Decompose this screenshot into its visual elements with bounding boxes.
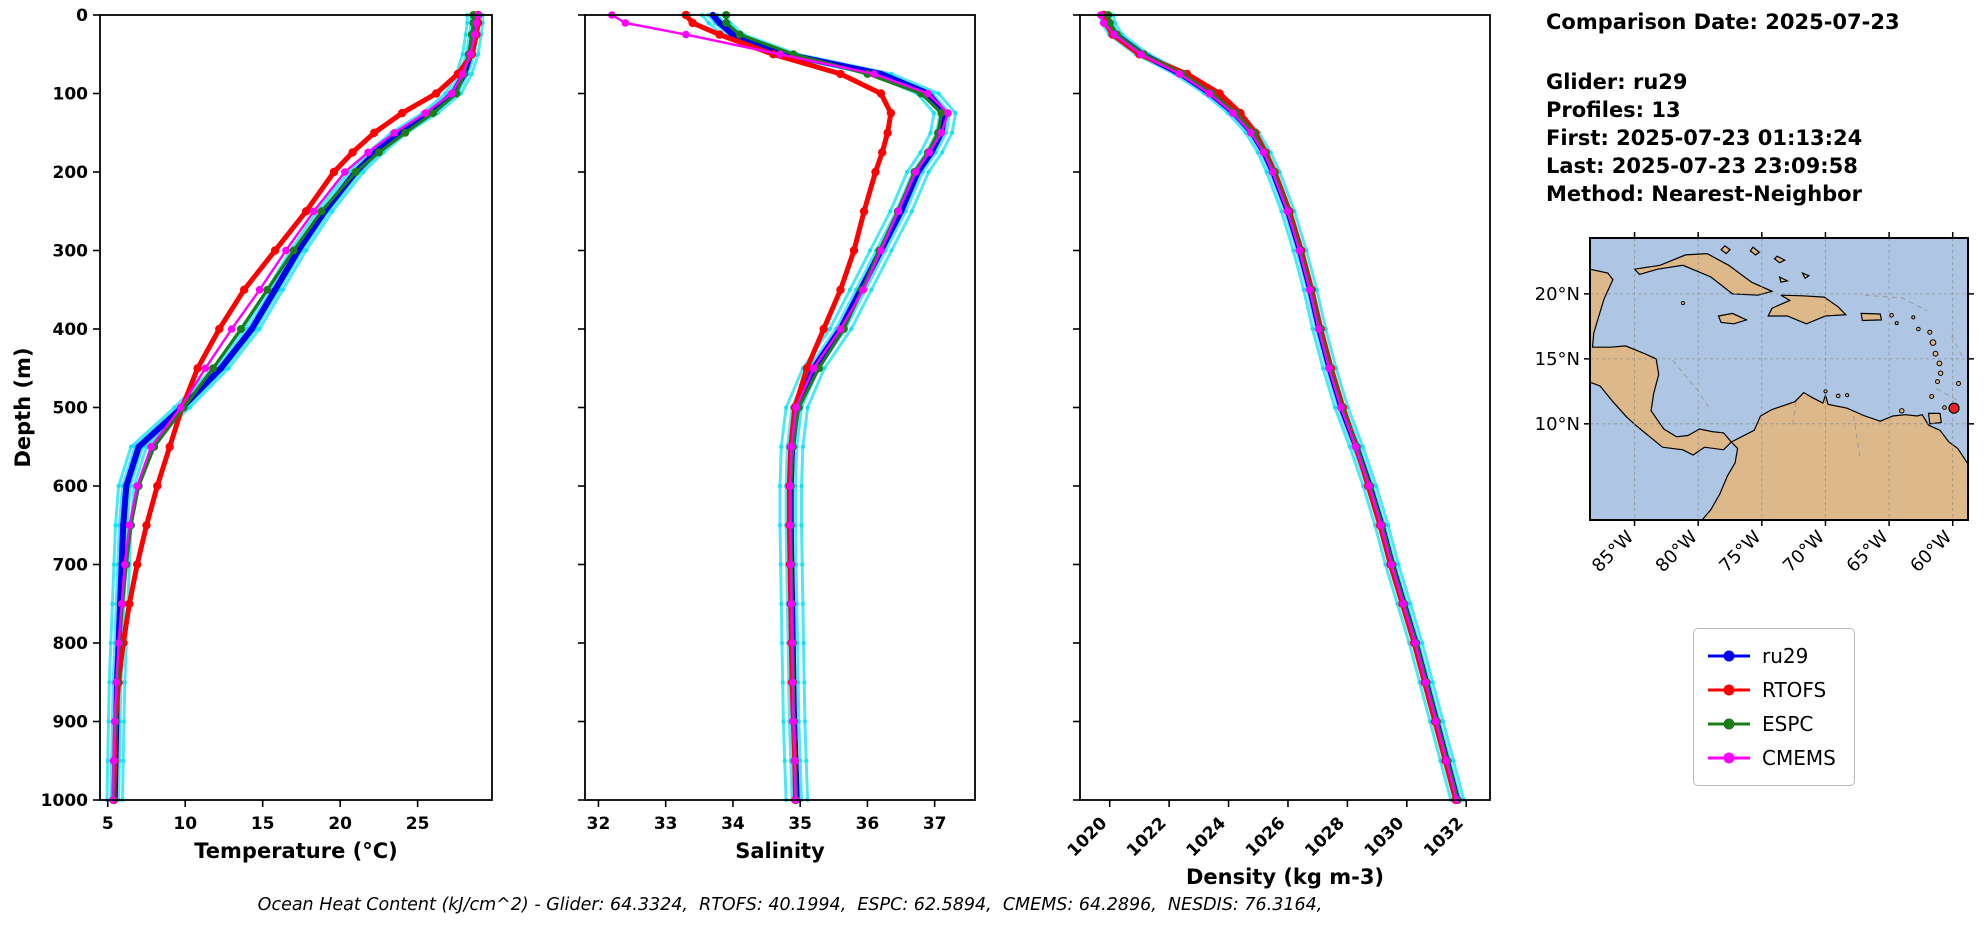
svg-text:1024: 1024 [1182, 813, 1230, 861]
svg-text:65°W: 65°W [1843, 527, 1893, 577]
svg-text:Density (kg m-3): Density (kg m-3) [1186, 865, 1384, 889]
svg-text:900: 900 [53, 713, 89, 733]
svg-text:100: 100 [53, 85, 89, 105]
svg-text:5: 5 [102, 814, 114, 834]
svg-text:15: 15 [251, 814, 275, 834]
svg-text:60°W: 60°W [1906, 527, 1956, 577]
comparison-date: Comparison Date: 2025-07-23 [1546, 10, 1900, 34]
svg-text:1000: 1000 [41, 791, 88, 811]
svg-text:20°N: 20°N [1535, 284, 1580, 305]
legend-label: RTOFS [1762, 678, 1827, 702]
ocean-heat-content-caption: Ocean Heat Content (kJ/cm^2) - Glider: 6… [257, 895, 1323, 915]
svg-text:32: 32 [587, 814, 611, 834]
glider-name: Glider: ru29 [1546, 70, 1688, 94]
svg-text:700: 700 [53, 556, 89, 576]
svg-text:80°W: 80°W [1652, 527, 1702, 577]
svg-text:70°W: 70°W [1779, 527, 1829, 577]
legend-line-marker-icon [1708, 752, 1750, 764]
legend-line-marker-icon [1708, 684, 1750, 696]
svg-text:Temperature (°C): Temperature (°C) [194, 839, 397, 863]
svg-text:1032: 1032 [1420, 813, 1468, 861]
comparison-method: Method: Nearest-Neighbor [1546, 182, 1862, 206]
svg-text:20: 20 [328, 814, 352, 834]
svg-text:Salinity: Salinity [735, 839, 825, 863]
svg-text:25: 25 [406, 814, 430, 834]
legend-item-rtofs: RTOFS [1706, 673, 1836, 707]
svg-text:10: 10 [173, 814, 197, 834]
svg-text:10°N: 10°N [1535, 414, 1580, 435]
svg-text:800: 800 [53, 634, 89, 654]
svg-text:300: 300 [53, 242, 89, 262]
svg-text:0: 0 [76, 6, 88, 26]
first-profile-time: First: 2025-07-23 01:13:24 [1546, 126, 1863, 150]
legend-items: ru29 RTOFS ESPC CMEMS [1706, 639, 1836, 775]
svg-text:1028: 1028 [1301, 813, 1349, 861]
density-profile-chart: 1020 1022 1024 1026 1028 1030 1032 Density (kg … [1064, 10, 1491, 889]
svg-text:34: 34 [721, 814, 745, 834]
legend-line-marker-icon [1708, 650, 1750, 662]
svg-text:15°N: 15°N [1535, 349, 1580, 370]
svg-text:36: 36 [856, 814, 880, 834]
svg-text:Depth (m): Depth (m) [11, 347, 35, 467]
svg-text:600: 600 [53, 477, 89, 497]
svg-text:1022: 1022 [1123, 813, 1171, 861]
svg-text:500: 500 [53, 399, 89, 419]
legend-label: ru29 [1762, 644, 1809, 668]
last-profile-time: Last: 2025-07-23 23:09:58 [1546, 154, 1858, 178]
svg-text:1026: 1026 [1242, 813, 1290, 861]
legend-item-cmems: CMEMS [1706, 741, 1836, 775]
legend-line-marker-icon [1708, 718, 1750, 730]
salinity-profile-chart: 32 33 34 35 36 37 Salinity [578, 10, 976, 863]
svg-text:1030: 1030 [1361, 813, 1409, 861]
svg-text:33: 33 [654, 814, 678, 834]
svg-text:75°W: 75°W [1715, 527, 1765, 577]
legend-label: ESPC [1762, 712, 1814, 736]
location-map-inset: 85°W 80°W 75°W 70°W 65°W 60°W 10°N 15°N 20°N [1535, 232, 1974, 577]
svg-text:37: 37 [923, 814, 947, 834]
legend-item-espc: ESPC [1706, 707, 1836, 741]
info-panel: Comparison Date: 2025-07-23 Glider: ru29… [1546, 8, 1900, 208]
profile-count: Profiles: 13 [1546, 98, 1681, 122]
legend-item-ru29: ru29 [1706, 639, 1836, 673]
temperature-profile-chart: 5 10 15 20 25 0 100 200 300 400 500 600 700 800 900 100… [11, 6, 493, 863]
legend: ru29 RTOFS ESPC CMEMS [1693, 628, 1855, 786]
svg-text:400: 400 [53, 320, 89, 340]
glider-metadata: Glider: ru29 Profiles: 13 First: 2025-07… [1546, 68, 1900, 208]
svg-text:200: 200 [53, 163, 89, 183]
legend-label: CMEMS [1762, 746, 1836, 770]
svg-text:35: 35 [788, 814, 812, 834]
svg-text:1020: 1020 [1064, 813, 1112, 861]
svg-text:85°W: 85°W [1588, 527, 1638, 577]
glider-location-marker [1948, 402, 1960, 414]
